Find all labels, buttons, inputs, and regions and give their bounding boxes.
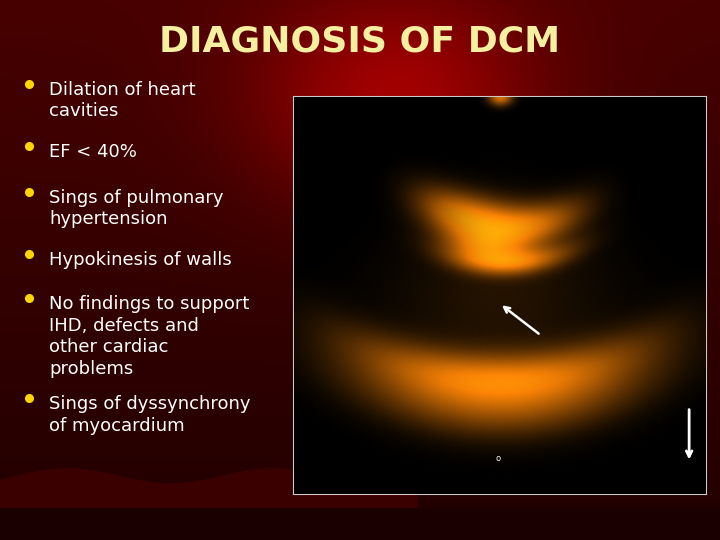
Text: Sings of dyssynchrony
of myocardium: Sings of dyssynchrony of myocardium xyxy=(49,395,251,435)
Text: EF < 40%: EF < 40% xyxy=(49,143,137,161)
Text: DIAGNOSIS OF DCM: DIAGNOSIS OF DCM xyxy=(159,24,561,58)
Polygon shape xyxy=(0,508,720,540)
Text: o: o xyxy=(495,454,500,463)
Text: Hypokinesis of walls: Hypokinesis of walls xyxy=(49,251,232,269)
Text: No findings to support
IHD, defects and
other cardiac
problems: No findings to support IHD, defects and … xyxy=(49,295,249,378)
Text: Dilation of heart
cavities: Dilation of heart cavities xyxy=(49,81,196,120)
Polygon shape xyxy=(0,468,418,540)
Text: Sings of pulmonary
hypertension: Sings of pulmonary hypertension xyxy=(49,189,223,228)
